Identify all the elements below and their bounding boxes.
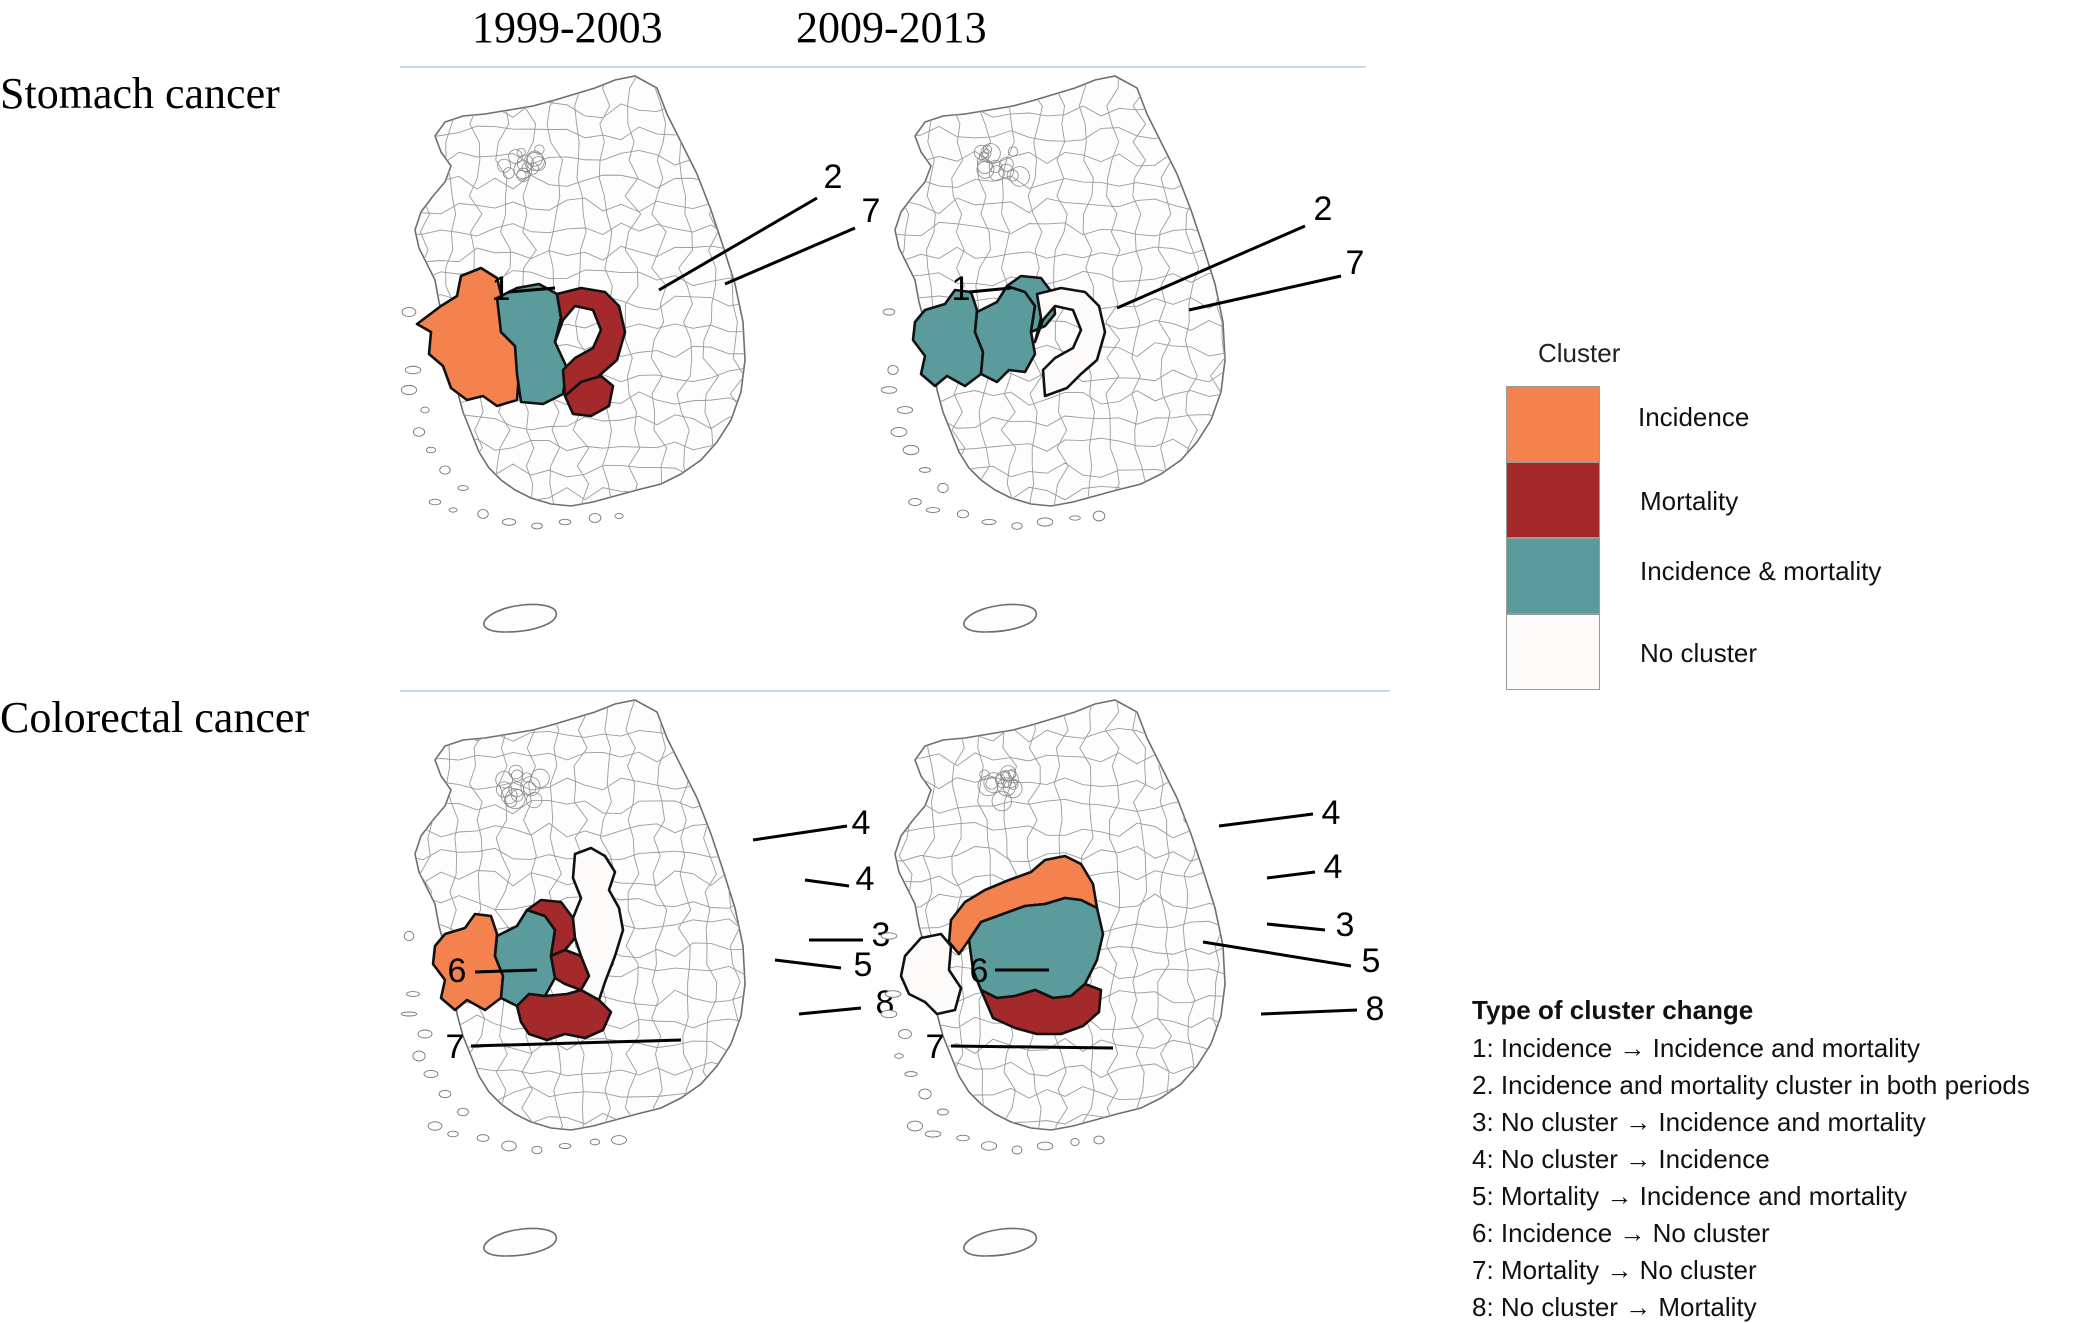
callout-line xyxy=(724,226,856,286)
callout-label-1: 1 xyxy=(952,270,971,308)
region-mortality-cluster xyxy=(525,898,577,958)
region-no-cluster xyxy=(1033,286,1107,398)
coastal-islands xyxy=(880,932,1105,1155)
row-divider xyxy=(400,690,1390,692)
callout-line xyxy=(950,1044,1114,1050)
callout-label-4: 4 xyxy=(1324,848,1343,886)
callout-label-4: 4 xyxy=(856,860,875,898)
legend-title: Cluster xyxy=(1538,338,1621,368)
change-types-title: Type of cluster change xyxy=(1472,995,1754,1025)
coastal-islands xyxy=(400,930,627,1155)
callout-label-5: 5 xyxy=(1362,942,1381,980)
legend-label-no-cluster: No cluster xyxy=(1640,638,1758,668)
change-type-item: 1: Incidence → Incidence and mortality xyxy=(1472,1033,1921,1063)
jeju-island xyxy=(483,603,558,633)
region-mortality-cluster xyxy=(553,286,627,398)
map-colorectal-2009-2013: 4 4 3 6 5 7 8 xyxy=(880,699,1384,1257)
callout-label-3: 3 xyxy=(1336,906,1355,944)
callout-line xyxy=(508,286,556,294)
change-type-item: 8: No cluster → Mortality xyxy=(1472,1292,1757,1322)
period-header-1999-2003: 1999-2003 xyxy=(472,3,663,52)
change-type-item: 2. Incidence and mortality cluster in bo… xyxy=(1472,1070,2030,1100)
callout-line xyxy=(798,1006,862,1016)
callout-line xyxy=(1218,812,1314,828)
callout-line xyxy=(968,286,1012,294)
seoul-districts xyxy=(495,764,550,810)
map-stomach-1999-2003: 1 27 xyxy=(400,75,880,633)
callout-label-5: 5 xyxy=(854,946,873,984)
callout-line xyxy=(1266,870,1316,880)
callout-label-2: 2 xyxy=(1314,190,1333,228)
header-divider xyxy=(400,66,1366,68)
legend-label-incidence: Incidence xyxy=(1638,402,1750,432)
region-incidence-cluster xyxy=(415,266,521,408)
coastal-islands xyxy=(400,306,624,530)
callout-line xyxy=(1188,274,1342,312)
callout-label-7: 7 xyxy=(1346,244,1365,282)
callout-line xyxy=(804,878,850,888)
callout-label-2: 2 xyxy=(824,158,843,196)
callout-line xyxy=(658,196,818,292)
period-header-2009-2013: 2009-2013 xyxy=(796,3,987,52)
coastal-islands xyxy=(880,308,1106,530)
region-incidence-cluster xyxy=(431,912,505,1012)
korea-base-map xyxy=(400,699,746,1257)
callout-label-4: 4 xyxy=(1322,794,1341,832)
callout-label-7: 7 xyxy=(926,1028,945,1066)
callout-line xyxy=(774,958,842,970)
region-mortality-cluster xyxy=(515,988,613,1042)
callout-label-8: 8 xyxy=(1366,990,1385,1028)
legend-swatch-incidence xyxy=(1506,386,1600,462)
seoul-districts xyxy=(973,143,1030,187)
region-no-cluster xyxy=(571,846,625,1002)
callout-label-3: 3 xyxy=(872,916,891,954)
row-label-stomach-cancer: Stomach cancer xyxy=(0,69,280,118)
change-type-item: 6: Incidence → No cluster xyxy=(1472,1218,1770,1248)
callout-label-7: 7 xyxy=(862,192,881,230)
callout-label-6: 6 xyxy=(970,952,989,990)
jeju-island xyxy=(963,603,1038,633)
callout-line xyxy=(1116,224,1306,310)
legend-label-incidence-mortality: Incidence & mortality xyxy=(1640,556,1882,586)
callout-line xyxy=(1202,940,1352,968)
change-type-item: 4: No cluster → Incidence xyxy=(1472,1144,1770,1174)
callout-line xyxy=(752,824,848,842)
change-type-item: 3: No cluster → Incidence and mortality xyxy=(1472,1107,1926,1137)
callout-line xyxy=(1266,922,1326,932)
callout-line xyxy=(474,968,538,974)
seoul-districts xyxy=(977,765,1023,812)
change-type-item: 5: Mortality → Incidence and mortality xyxy=(1472,1181,1907,1211)
callout-label-7: 7 xyxy=(446,1028,465,1066)
jeju-island xyxy=(963,1227,1038,1257)
region-mortality-cluster xyxy=(979,982,1103,1036)
region-mortality-cluster xyxy=(563,374,615,418)
callout-line xyxy=(1260,1008,1358,1016)
region-incidence-mortality-cluster xyxy=(911,288,985,388)
callout-line xyxy=(470,1038,682,1048)
row-label-colorectal-cancer: Colorectal cancer xyxy=(0,693,310,742)
legend-swatch-mortality xyxy=(1506,462,1600,538)
callout-label-6: 6 xyxy=(448,952,467,990)
callout-label-4: 4 xyxy=(852,804,871,842)
legend-swatch-incidence-mortality xyxy=(1506,538,1600,614)
seoul-districts xyxy=(497,144,546,183)
legend-label-mortality: Mortality xyxy=(1640,486,1739,516)
region-no-cluster xyxy=(899,932,963,1016)
jeju-island xyxy=(483,1227,558,1257)
change-type-item: 7: Mortality → No cluster xyxy=(1472,1255,1757,1285)
callout-label-1: 1 xyxy=(492,270,511,308)
legend-swatch-no-cluster xyxy=(1506,614,1600,690)
map-stomach-2009-2013: 1 27 xyxy=(880,75,1364,633)
